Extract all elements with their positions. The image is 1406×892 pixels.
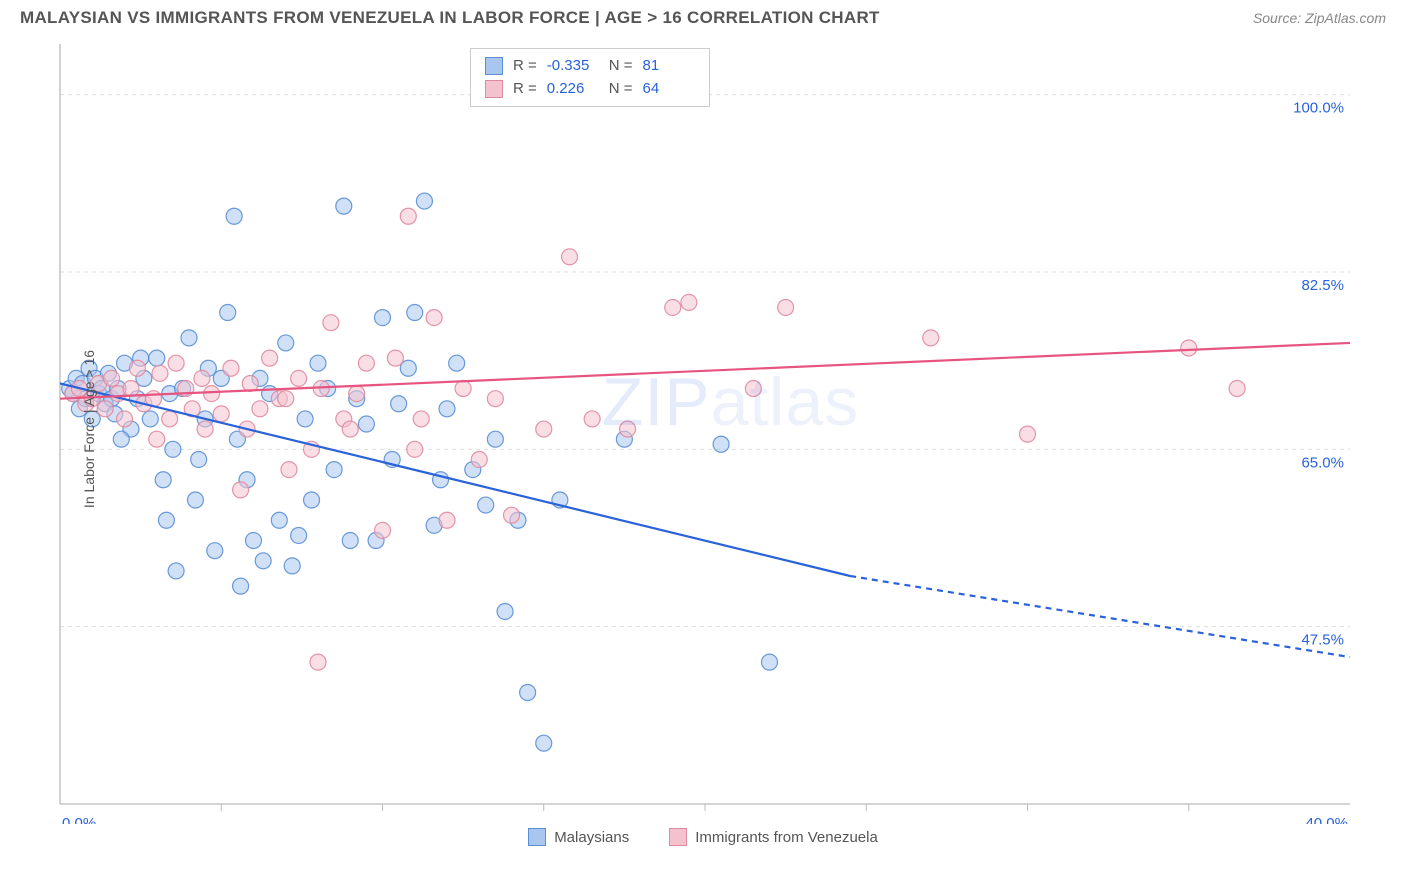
- svg-text:47.5%: 47.5%: [1301, 632, 1344, 649]
- legend: Malaysians Immigrants from Venezuela: [0, 828, 1406, 846]
- legend-swatch: [485, 80, 503, 98]
- legend-item: Malaysians: [528, 828, 629, 846]
- svg-text:82.5%: 82.5%: [1301, 277, 1344, 294]
- stat-n-label: N =: [609, 78, 633, 101]
- stat-r-value: -0.335: [547, 55, 599, 78]
- legend-swatch: [528, 828, 546, 846]
- stat-n-value: 64: [643, 78, 695, 101]
- stat-r-label: R =: [513, 78, 537, 101]
- chart-header: MALAYSIAN VS IMMIGRANTS FROM VENEZUELA I…: [0, 0, 1406, 34]
- source-label: Source: ZipAtlas.com: [1253, 10, 1386, 26]
- legend-label: Immigrants from Venezuela: [695, 829, 878, 846]
- correlation-stats-box: R = -0.335 N = 81 R = 0.226 N = 64: [470, 48, 710, 107]
- svg-text:65.0%: 65.0%: [1301, 454, 1344, 471]
- stat-n-label: N =: [609, 55, 633, 78]
- legend-swatch: [669, 828, 687, 846]
- y-axis-label: In Labor Force | Age > 16: [81, 350, 97, 508]
- svg-text:0.0%: 0.0%: [62, 815, 96, 824]
- legend-swatch: [485, 57, 503, 75]
- stats-row: R = 0.226 N = 64: [485, 78, 695, 101]
- stat-r-label: R =: [513, 55, 537, 78]
- svg-text:100.0%: 100.0%: [1293, 100, 1344, 117]
- chart-container: In Labor Force | Age > 16 47.5% 65.0% 82.5…: [20, 34, 1386, 824]
- stat-r-value: 0.226: [547, 78, 599, 101]
- stat-n-value: 81: [643, 55, 695, 78]
- svg-text:40.0%: 40.0%: [1305, 815, 1348, 824]
- legend-label: Malaysians: [554, 829, 629, 846]
- page-title: MALAYSIAN VS IMMIGRANTS FROM VENEZUELA I…: [20, 8, 880, 28]
- stats-row: R = -0.335 N = 81: [485, 55, 695, 78]
- legend-item: Immigrants from Venezuela: [669, 828, 878, 846]
- scatter-chart: 47.5% 65.0% 82.5% 100.0% 0.0% 40.0%: [20, 34, 1360, 824]
